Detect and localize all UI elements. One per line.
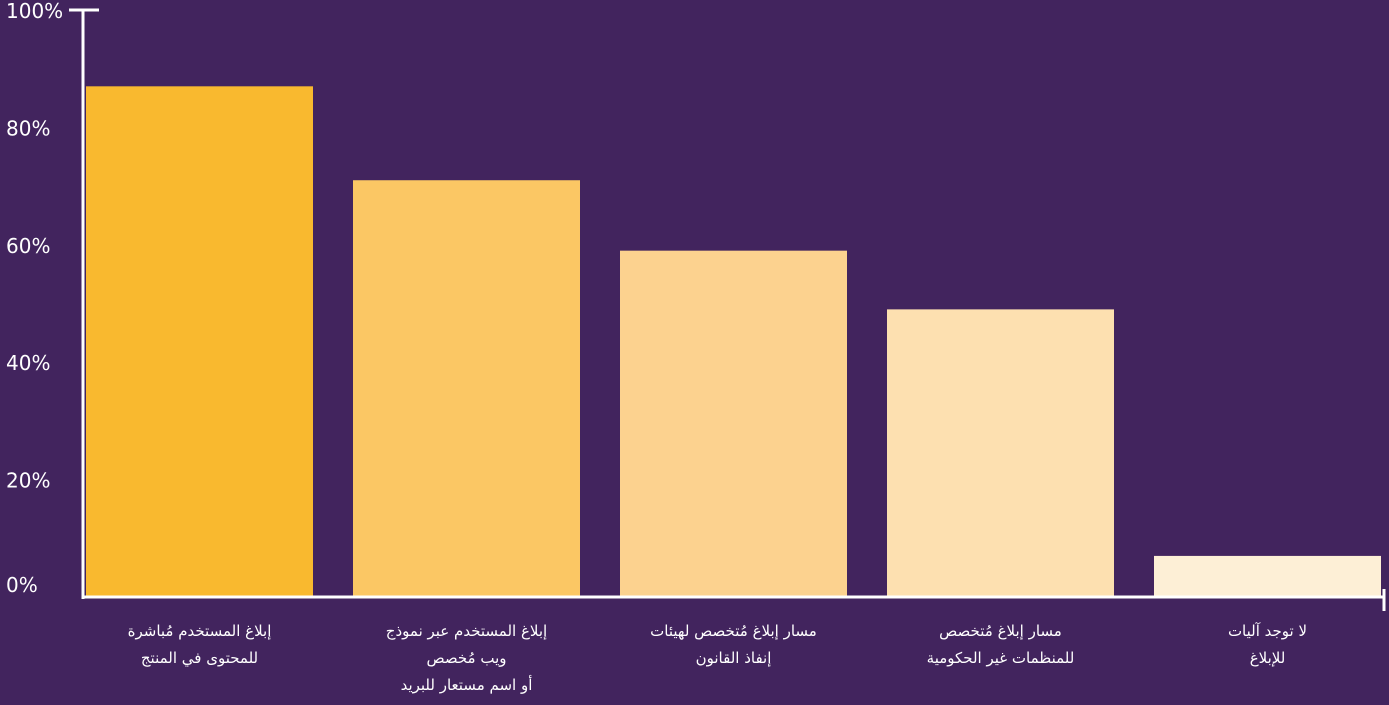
bar-1 — [86, 86, 313, 597]
y-tick-label: 60% — [6, 234, 50, 258]
bar-3 — [620, 250, 847, 598]
y-tick-label: 0% — [6, 573, 38, 597]
x-category-label: إنفاذ القانون — [696, 649, 772, 667]
axes-group — [69, 8, 1386, 611]
y-tick-label: 80% — [6, 116, 50, 140]
x-category-label: مسار إبلاغ مُتخصص لهيئات — [650, 622, 817, 640]
x-category-labels: إبلاغ المستخدم مُباشرة للمحتوى في المنتج إ… — [128, 622, 1307, 694]
x-category-label: لا توجد آليات — [1228, 622, 1307, 640]
bar-4 — [887, 309, 1114, 597]
bar-5 — [1154, 555, 1381, 597]
x-category-label: مسار إبلاغ مُتخصص — [939, 622, 1062, 640]
x-category-label: للمحتوى في المنتج — [141, 649, 258, 668]
x-category-label: إبلاغ المستخدم عبر نموذج — [386, 622, 547, 641]
x-category-label: ويب مُخصص — [426, 649, 506, 667]
y-tick-labels: 0% 20% 40% 60% 80% 100% — [6, 0, 63, 597]
x-category-label: للإبلاغ — [1250, 649, 1286, 667]
x-category-label: للمنظمات غير الحكومية — [927, 649, 1075, 667]
x-category-label: أو اسم مستعار للبريد — [401, 675, 533, 694]
y-tick-label: 40% — [6, 351, 50, 375]
bars-group — [86, 86, 1381, 598]
y-tick-label: 20% — [6, 469, 50, 493]
y-tick-label: 100% — [6, 0, 63, 23]
bar-2 — [353, 180, 580, 598]
x-category-label: إبلاغ المستخدم مُباشرة — [128, 622, 272, 640]
